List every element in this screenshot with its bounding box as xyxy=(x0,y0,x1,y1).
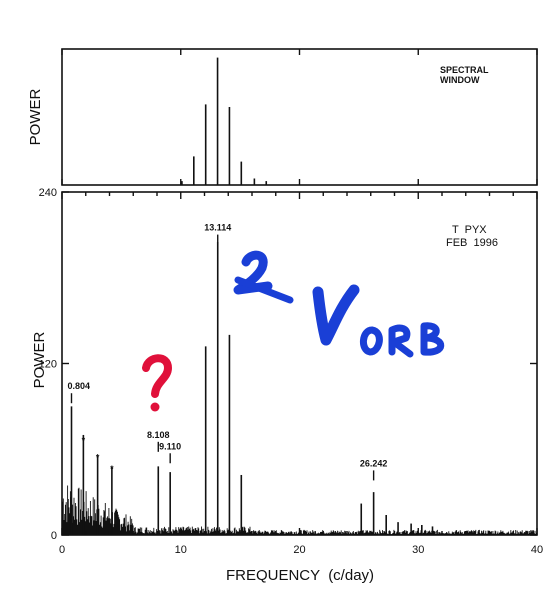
handwritten-arrow-stroke xyxy=(234,276,294,304)
x-tick-label: 10 xyxy=(175,544,187,556)
power-spectrum-axes: 0 10 20 30 40 0 120 240 xyxy=(39,49,543,556)
handwritten-v-glyph xyxy=(312,284,360,346)
handwritten-question-mark xyxy=(142,354,173,412)
peak-label: 26.242 xyxy=(360,458,388,468)
handwritten-2-vorb xyxy=(233,250,445,358)
date-label: FEB 1996 xyxy=(446,237,498,249)
handwritten-r-glyph xyxy=(388,324,414,358)
spectral-window-spikes xyxy=(181,57,268,185)
peak-label: 9.110 xyxy=(159,441,181,451)
alias-star: * xyxy=(110,464,114,474)
noise-floor xyxy=(62,485,537,535)
question-mark-dot xyxy=(150,402,160,412)
handwritten-2-glyph xyxy=(233,250,273,295)
alias-star: * xyxy=(82,436,86,446)
alias-star: * xyxy=(96,453,100,463)
x-tick-label: 0 xyxy=(59,544,65,556)
target-label: T PYX xyxy=(452,224,487,236)
power-spectrum-xlabel: FREQUENCY (c/day) xyxy=(226,567,374,584)
power-spectrum-panel: POWER FREQUENCY (c/day) T PYX FEB 1996 0… xyxy=(31,49,543,584)
noise-spikes xyxy=(62,485,537,535)
peak-label: 13.114 xyxy=(204,223,231,233)
spectral-window-panel: POWER SPECTRAL WINDOW xyxy=(27,48,538,186)
y-tick-label: 120 xyxy=(39,359,57,371)
handwritten-b-glyph xyxy=(420,322,445,356)
y-tick-label: 0 xyxy=(51,530,57,542)
handwritten-annotations xyxy=(142,250,445,412)
power-spectrum-ylabel: POWER xyxy=(31,332,48,389)
y-tick-label: 240 xyxy=(39,187,57,199)
x-tick-label: 20 xyxy=(293,544,305,556)
spectral-window-annotation-line2: WINDOW xyxy=(440,75,480,85)
spectral-window-ylabel: POWER xyxy=(27,89,44,146)
x-tick-label: 40 xyxy=(531,544,543,556)
spectral-window-annotation-line1: SPECTRAL xyxy=(440,65,489,75)
peak-label: 0.804 xyxy=(68,381,91,391)
handwritten-o-glyph xyxy=(360,326,383,356)
power-spectrum-spikes xyxy=(70,242,434,535)
question-mark-hook xyxy=(142,354,173,398)
peak-label: 8.108 xyxy=(147,430,170,440)
x-tick-label: 30 xyxy=(412,544,424,556)
alias-star-marks: * * * xyxy=(82,436,115,475)
